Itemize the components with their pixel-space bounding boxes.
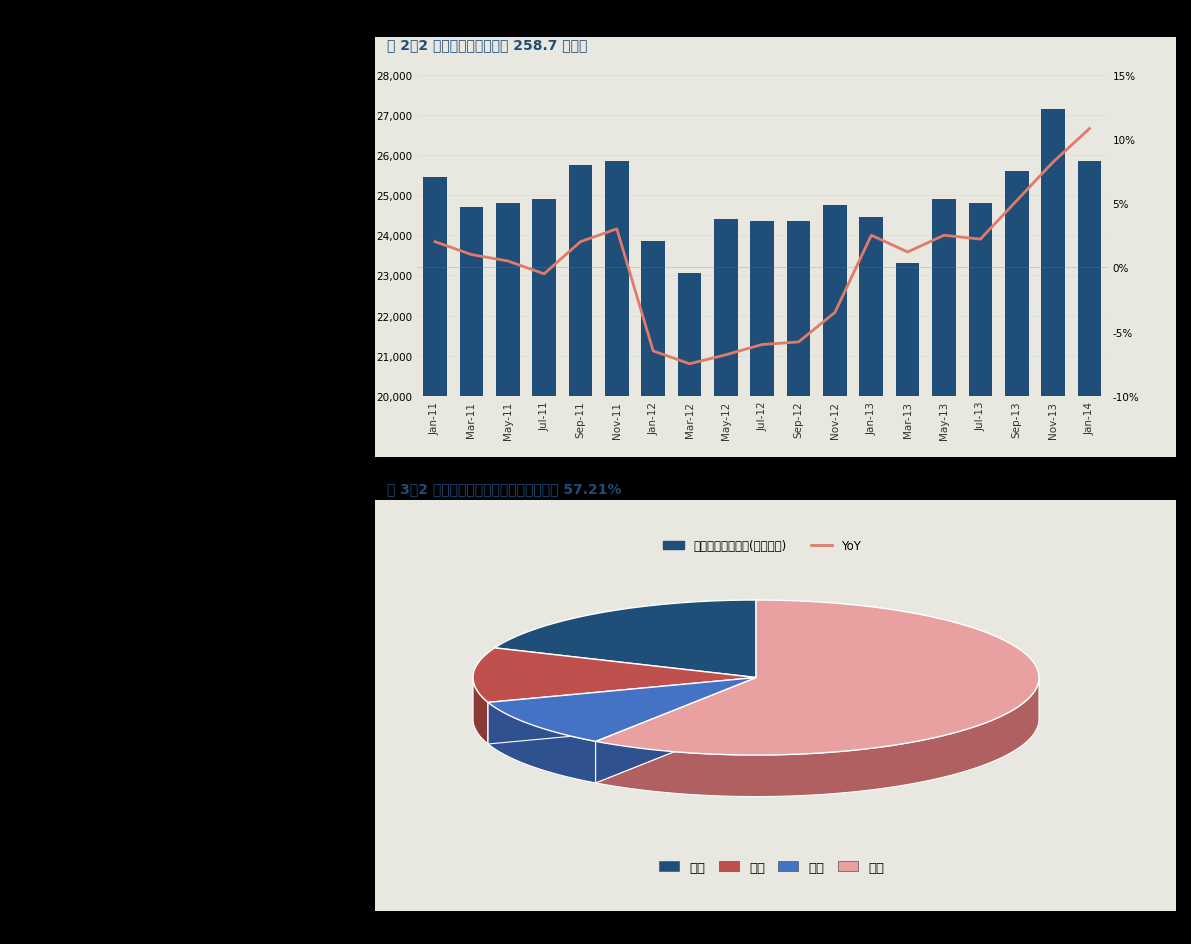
Polygon shape [473, 649, 756, 702]
Bar [605, 161, 629, 944]
Polygon shape [596, 678, 756, 784]
Text: 图 2：2 月全球半导体销售额 258.7 亿美元: 图 2：2 月全球半导体销售额 258.7 亿美元 [387, 38, 587, 52]
Bar [896, 264, 919, 944]
Bar [532, 200, 556, 944]
Bar [860, 218, 883, 944]
Bar [933, 200, 956, 944]
Legend: 美国, 欧洲, 日本, 亚太: 美国, 欧洲, 日本, 亚太 [654, 855, 890, 879]
Polygon shape [596, 679, 1039, 797]
Polygon shape [488, 678, 756, 744]
Bar [715, 220, 737, 944]
Polygon shape [488, 702, 596, 784]
Bar [1078, 161, 1102, 944]
Bar [1041, 110, 1065, 944]
Bar [423, 177, 447, 944]
Bar [787, 222, 810, 944]
Bar [678, 274, 701, 944]
Polygon shape [488, 678, 756, 744]
Polygon shape [473, 677, 488, 744]
Bar [750, 222, 774, 944]
Polygon shape [488, 678, 756, 742]
Bar [1005, 172, 1029, 944]
Polygon shape [596, 600, 1039, 755]
Bar [495, 204, 519, 944]
Bar [568, 166, 592, 944]
Polygon shape [494, 600, 756, 678]
Bar [641, 242, 665, 944]
Bar [823, 206, 847, 944]
Bar [968, 204, 992, 944]
Legend: 全球半导体销售额(百万美元), YoY: 全球半导体销售额(百万美元), YoY [659, 535, 866, 558]
Bar [460, 208, 484, 944]
Polygon shape [596, 678, 756, 784]
Text: 图 3：2 月亚太地区占全球半导体销售比重 57.21%: 图 3：2 月亚太地区占全球半导体销售比重 57.21% [387, 481, 622, 496]
